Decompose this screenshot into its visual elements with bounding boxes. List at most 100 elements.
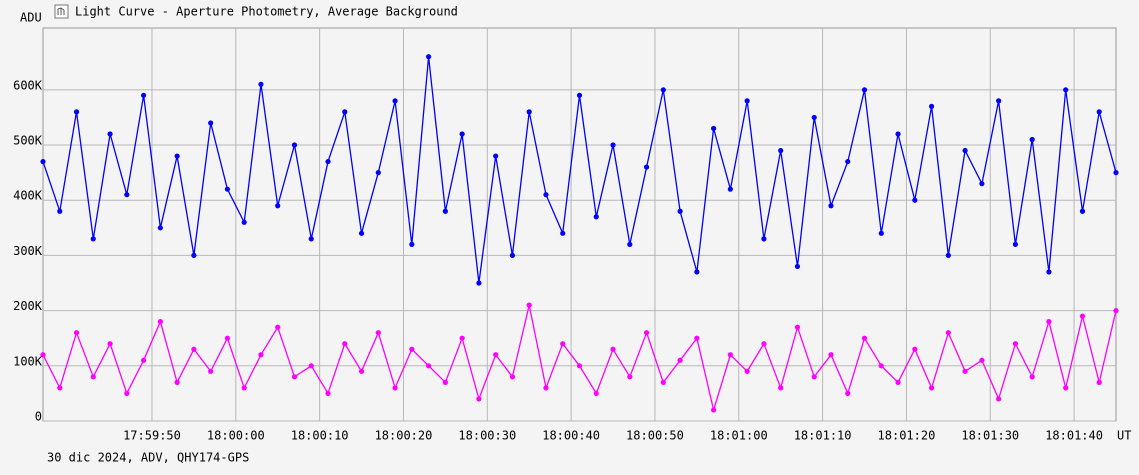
data-point bbox=[1063, 87, 1069, 93]
data-point bbox=[727, 186, 733, 192]
data-point bbox=[57, 208, 63, 214]
data-point bbox=[124, 192, 130, 198]
data-point bbox=[610, 346, 616, 352]
data-point bbox=[241, 219, 247, 225]
data-point bbox=[358, 230, 365, 236]
data-point bbox=[778, 385, 784, 391]
data-point bbox=[426, 363, 432, 369]
data-point bbox=[1012, 341, 1019, 347]
data-point bbox=[543, 385, 549, 391]
data-point bbox=[828, 352, 834, 358]
y-tick-label: 100K bbox=[13, 354, 43, 368]
data-point bbox=[1029, 374, 1035, 380]
chart-title: Light Curve - Aperture Photometry, Avera… bbox=[75, 5, 458, 19]
data-point bbox=[560, 341, 566, 347]
data-point bbox=[811, 374, 817, 380]
data-point bbox=[224, 186, 231, 192]
data-point bbox=[979, 181, 985, 187]
data-point bbox=[358, 368, 365, 374]
data-point bbox=[40, 158, 46, 165]
data-point bbox=[174, 153, 180, 159]
series bbox=[40, 302, 1119, 413]
data-point bbox=[1046, 319, 1052, 325]
data-point bbox=[442, 379, 448, 385]
data-point bbox=[174, 379, 180, 385]
data-point bbox=[711, 125, 717, 132]
data-point bbox=[878, 230, 884, 236]
data-point bbox=[308, 236, 314, 242]
data-point bbox=[912, 197, 918, 203]
data-point bbox=[509, 252, 516, 259]
data-point bbox=[140, 357, 147, 363]
data-point bbox=[426, 54, 432, 60]
data-point bbox=[1079, 208, 1086, 214]
data-point bbox=[861, 335, 868, 341]
data-point bbox=[258, 352, 264, 358]
data-point bbox=[224, 335, 231, 341]
x-tick-label: 18:00:30 bbox=[458, 429, 516, 443]
data-point bbox=[677, 208, 683, 214]
data-point bbox=[241, 385, 247, 391]
data-point bbox=[610, 142, 616, 148]
data-point bbox=[1079, 313, 1086, 319]
data-point bbox=[90, 236, 96, 242]
y-tick-label: 0 bbox=[35, 410, 42, 424]
data-point bbox=[828, 203, 834, 209]
data-point bbox=[945, 252, 951, 259]
data-point bbox=[40, 352, 46, 358]
data-point bbox=[476, 396, 482, 402]
y-tick-label: 600K bbox=[13, 78, 43, 92]
data-point bbox=[643, 164, 650, 170]
data-point bbox=[342, 341, 348, 347]
data-point bbox=[526, 109, 532, 115]
data-point bbox=[660, 87, 666, 93]
data-point bbox=[90, 374, 96, 380]
x-tick-label: 18:01:00 bbox=[710, 429, 768, 443]
data-point bbox=[845, 390, 851, 397]
data-point bbox=[325, 390, 331, 397]
x-tick-label: 18:00:40 bbox=[542, 429, 600, 443]
data-point bbox=[375, 330, 381, 336]
data-point bbox=[979, 357, 985, 363]
data-point bbox=[459, 131, 465, 137]
data-point bbox=[996, 98, 1002, 104]
x-tick-label: 18:01:30 bbox=[961, 429, 1019, 443]
data-point bbox=[660, 379, 666, 385]
x-tick-label: 18:00:20 bbox=[375, 429, 433, 443]
data-point bbox=[962, 147, 968, 154]
data-point bbox=[208, 120, 214, 126]
data-point bbox=[1063, 385, 1069, 391]
data-point bbox=[593, 214, 599, 220]
data-point bbox=[73, 109, 80, 115]
data-point bbox=[727, 352, 733, 358]
data-point bbox=[996, 396, 1002, 402]
data-point bbox=[107, 131, 113, 137]
data-point bbox=[291, 142, 298, 148]
data-point bbox=[157, 225, 163, 231]
data-point bbox=[811, 114, 817, 121]
data-point bbox=[392, 98, 398, 104]
data-point bbox=[1046, 269, 1052, 275]
data-point bbox=[576, 363, 583, 369]
data-point bbox=[157, 319, 163, 325]
data-point bbox=[627, 241, 633, 247]
x-tick-label: 18:01:20 bbox=[878, 429, 936, 443]
data-point bbox=[1012, 241, 1019, 247]
data-point bbox=[459, 335, 465, 341]
data-point bbox=[493, 153, 499, 159]
footer: 30 dic 2024, ADV, QHY174-GPS bbox=[47, 451, 249, 465]
data-point bbox=[945, 330, 951, 336]
data-point bbox=[560, 230, 566, 236]
data-point bbox=[912, 346, 918, 352]
chart-icon-glyph bbox=[57, 7, 65, 15]
x-tick-label: 18:00:50 bbox=[626, 429, 684, 443]
data-point bbox=[744, 98, 750, 104]
x-tick-label: 18:01:40 bbox=[1045, 429, 1103, 443]
data-point bbox=[711, 407, 717, 413]
data-point bbox=[275, 324, 281, 330]
data-point bbox=[694, 335, 700, 341]
data-point bbox=[845, 158, 851, 165]
data-point bbox=[576, 92, 583, 98]
data-point bbox=[325, 158, 331, 165]
